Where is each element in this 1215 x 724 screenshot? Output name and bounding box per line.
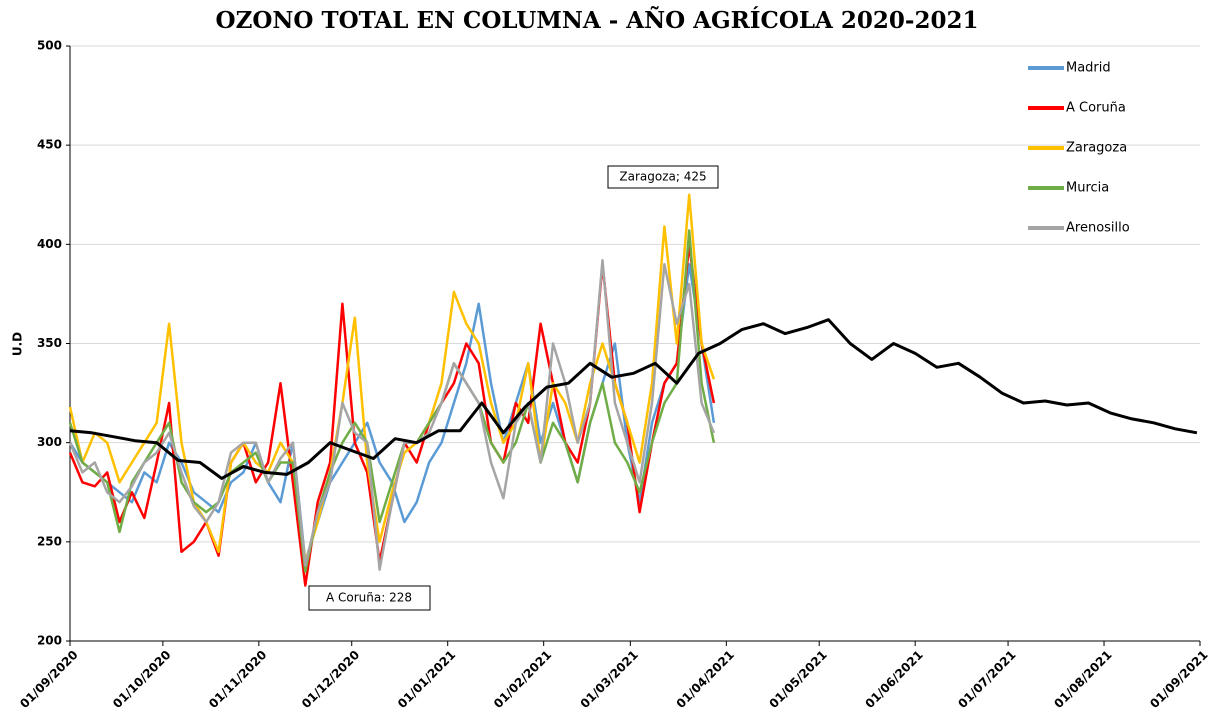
y-tick-label: 400: [37, 237, 62, 251]
y-tick-label: 450: [37, 138, 62, 152]
y-tick-label: 250: [37, 534, 62, 548]
x-tick-label: 01/08/2021: [1051, 648, 1114, 711]
legend-label: Zaragoza: [1066, 141, 1127, 156]
x-tick-label: 01/06/2021: [862, 648, 925, 711]
x-tick-label: 01/12/2020: [299, 648, 362, 711]
x-tick-label: 01/05/2021: [766, 648, 829, 711]
x-tick-label: 01/09/2020: [17, 648, 80, 711]
y-tick-label: 500: [37, 39, 62, 53]
x-tick-label: 01/03/2021: [578, 648, 641, 711]
series-line: [68, 229, 716, 573]
legend-label: A Coruña: [1066, 101, 1126, 116]
x-tick-label: 01/02/2021: [491, 648, 554, 711]
series-line: [69, 318, 1198, 480]
legend-label: Murcia: [1066, 181, 1109, 196]
y-tick-label: 300: [37, 435, 62, 449]
x-tick-label: 01/11/2020: [206, 648, 269, 711]
y-tick-label: 200: [37, 634, 62, 648]
chart-title: OZONO TOTAL EN COLUMNA - AÑO AGRÍCOLA 20…: [216, 7, 979, 34]
y-tick-label: 350: [37, 336, 62, 350]
series-line: [68, 193, 716, 563]
y-axis-label: U.D: [11, 332, 25, 356]
x-tick-label: 01/01/2021: [395, 648, 458, 711]
legend-label: Arenosillo: [1066, 221, 1130, 236]
x-tick-label: 01/09/2021: [1147, 648, 1210, 711]
annotation-box: [308, 585, 431, 611]
x-tick-label: 01/10/2020: [110, 648, 173, 711]
annotation-box: [607, 165, 719, 189]
x-tick-label: 01/04/2021: [674, 648, 737, 711]
x-tick-label: 01/07/2021: [955, 648, 1018, 711]
legend-label: Madrid: [1066, 61, 1111, 76]
annotation: Zaragoza; 425: [619, 170, 706, 184]
annotation: A Coruña: 228: [326, 591, 412, 605]
